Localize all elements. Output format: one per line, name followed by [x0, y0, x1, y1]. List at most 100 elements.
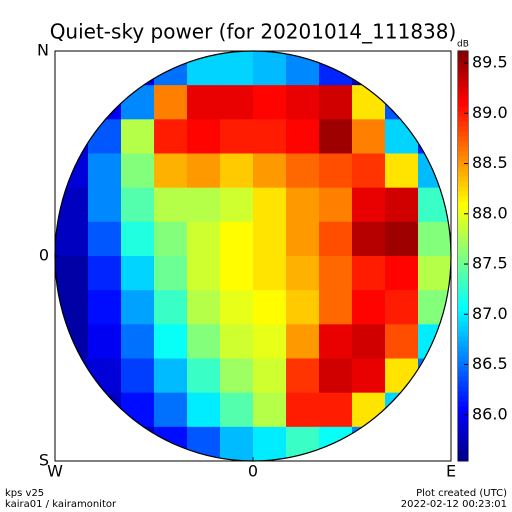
cell — [253, 153, 287, 189]
cell — [154, 85, 188, 120]
colorbar-segment — [458, 196, 468, 202]
colorbar-segment — [458, 421, 468, 427]
colorbar-segment — [458, 96, 468, 102]
cell — [253, 221, 287, 257]
cell — [319, 119, 353, 154]
y-tick-label: N — [37, 41, 49, 60]
colorbar-segment — [458, 331, 468, 337]
cell — [220, 392, 254, 428]
colorbar-segment — [458, 346, 468, 352]
colorbar-segment — [458, 251, 468, 257]
cell — [253, 119, 287, 154]
colorbar-segment — [458, 76, 468, 82]
cell — [121, 119, 155, 154]
colorbar-segment — [458, 361, 468, 367]
cell — [319, 51, 353, 86]
colorbar-segment — [458, 171, 468, 177]
colorbar-tick-label: 86.0 — [472, 404, 508, 423]
cell — [187, 290, 221, 325]
cell — [286, 358, 320, 394]
cell — [187, 85, 221, 120]
cell — [88, 221, 122, 257]
cell — [352, 153, 386, 189]
cell — [253, 85, 287, 120]
cell — [286, 119, 320, 154]
cell — [121, 221, 155, 257]
cell — [253, 324, 287, 359]
cell — [154, 358, 188, 394]
cell — [418, 358, 451, 394]
colorbar-segment — [458, 221, 468, 227]
colorbar-segment — [458, 176, 468, 182]
cell — [220, 221, 254, 257]
cell — [154, 392, 188, 428]
colorbar-segment — [458, 396, 468, 402]
cell — [418, 119, 451, 154]
cell — [121, 256, 155, 291]
colorbar-segment — [458, 231, 468, 237]
cell — [121, 187, 155, 223]
cell — [187, 324, 221, 359]
colorbar-segment — [458, 56, 468, 62]
cell — [121, 358, 155, 394]
cell — [154, 221, 188, 257]
colorbar-segment — [458, 141, 468, 147]
cell — [220, 358, 254, 394]
colorbar-segment — [458, 431, 468, 437]
colorbar-tick-label: 87.5 — [472, 254, 508, 273]
colorbar-segment — [458, 86, 468, 92]
cell — [253, 392, 287, 428]
cell — [121, 324, 155, 359]
colorbar-segment — [458, 216, 468, 222]
cell — [418, 256, 451, 291]
cell — [352, 290, 386, 325]
cell — [154, 51, 188, 86]
colorbar-segment — [458, 326, 468, 332]
colorbar-segment — [458, 436, 468, 442]
colorbar-segment — [458, 391, 468, 397]
cell — [352, 221, 386, 257]
colorbar-tick-label: 89.5 — [472, 53, 508, 72]
cell — [418, 324, 451, 359]
heatmap — [55, 51, 451, 461]
colorbar-segment — [458, 116, 468, 122]
colorbar-segment — [458, 416, 468, 422]
colorbar-segment — [458, 111, 468, 117]
footer-right: 2022-02-12 00:23:01 — [401, 499, 507, 510]
colorbar-segment — [458, 366, 468, 372]
cell — [418, 221, 451, 257]
cell — [88, 153, 122, 189]
cell — [121, 153, 155, 189]
colorbar-segment — [458, 181, 468, 187]
cell — [220, 119, 254, 154]
cell — [88, 392, 122, 428]
cell — [253, 187, 287, 223]
colorbar-segment — [458, 121, 468, 127]
cell — [88, 324, 122, 359]
colorbar-segment — [458, 161, 468, 167]
cell — [55, 256, 89, 291]
cell — [88, 85, 122, 120]
colorbar-segment — [458, 201, 468, 207]
colorbar-segment — [458, 276, 468, 282]
cell — [319, 221, 353, 257]
cell — [55, 358, 89, 394]
colorbar-segment — [458, 401, 468, 407]
colorbar-tick-label: 88.0 — [472, 203, 508, 222]
colorbar-segment — [458, 211, 468, 217]
cell — [319, 153, 353, 189]
cell — [286, 51, 320, 86]
colorbar-segment — [458, 381, 468, 387]
cell — [319, 256, 353, 291]
colorbar-segment — [458, 451, 468, 457]
colorbar-segment — [458, 386, 468, 392]
cell — [385, 324, 419, 359]
cell — [385, 153, 419, 189]
colorbar-segment — [458, 241, 468, 247]
colorbar-segment — [458, 61, 468, 67]
colorbar-label: dB — [457, 40, 469, 50]
colorbar-segment — [458, 51, 468, 57]
cell — [385, 221, 419, 257]
colorbar-segment — [458, 236, 468, 242]
